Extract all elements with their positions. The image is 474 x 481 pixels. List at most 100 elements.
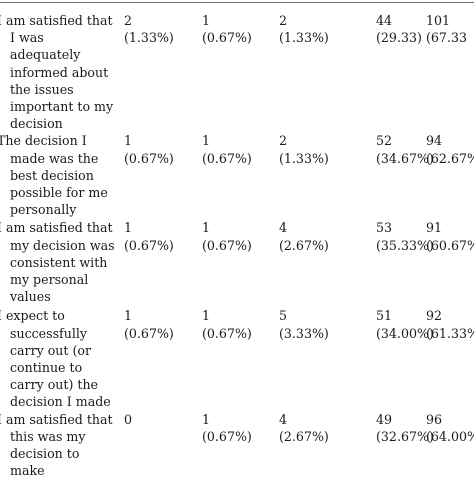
response-count: 96 [426, 411, 443, 427]
statement-line: I am satisfied that [0, 13, 113, 28]
response-cell: 51 (34.00%) [376, 307, 434, 410]
response-percent: (0.67%) [124, 237, 174, 253]
statement-line: I expect to [0, 308, 65, 324]
response-cell: 0 [124, 411, 202, 481]
response-count: 5 [279, 308, 288, 324]
response-count: 1 [124, 220, 133, 236]
response-cell: 4 (2.67%) [279, 411, 376, 481]
response-percent: (34.67%) [376, 150, 434, 166]
response-count: 4 [279, 220, 288, 236]
response-count: 4 [279, 411, 288, 427]
response-cell: 53 (35.33%) [376, 219, 434, 307]
statement-cell: I am satisfied that this was my decision t… [0, 411, 124, 481]
statement-line: my decision was [10, 237, 115, 253]
response-count: 52 [376, 133, 393, 149]
response-cell: 94(62.67%) [426, 132, 474, 219]
statement-line: this was my [10, 428, 86, 444]
table-row: I expect to successfully carry out (or cont… [0, 307, 474, 410]
response-percent: (67.33 [426, 30, 467, 46]
response-cell: 2 (1.33%) [279, 132, 376, 219]
statement-line: I am satisfied that [0, 220, 113, 236]
response-percent: (0.67%) [202, 428, 252, 444]
response-percent: (32.67%) [376, 428, 434, 444]
response-count: 1 [124, 308, 133, 324]
statement-line: consistent with [10, 254, 108, 270]
response-percent: (62.67%) [426, 150, 474, 166]
survey-table: I am satisfied that I was adequately inform… [0, 12, 474, 481]
response-percent: (2.67%) [279, 237, 329, 253]
response-cell: 1 (0.67%) [202, 307, 279, 410]
response-count: 1 [202, 133, 211, 149]
response-percent: (1.33%) [124, 30, 174, 46]
response-percent: (0.67%) [202, 150, 252, 166]
response-count: 1 [202, 308, 211, 324]
statement-line: possible for me [10, 185, 108, 201]
statement-line: the issues [10, 81, 74, 97]
response-cell: 52 (34.67%) [376, 132, 434, 219]
response-count: 1 [202, 411, 211, 427]
response-cell: 2 (1.33%) [279, 12, 376, 132]
response-cell: 92(61.33%) [426, 307, 474, 410]
table-row: I am satisfied that my decision was consis… [0, 219, 474, 307]
response-cell: 1 (0.67%) [202, 411, 279, 481]
response-percent: (64.00%) [426, 428, 474, 444]
response-count: 53 [376, 220, 393, 236]
response-count: 49 [376, 411, 393, 427]
statement-line: continue to [10, 360, 83, 376]
response-percent: (1.33%) [279, 150, 329, 166]
response-percent: (0.67%) [202, 30, 252, 46]
statement-line: personally [10, 202, 77, 218]
response-percent: (61.33%) [426, 325, 474, 341]
response-count: 2 [279, 133, 288, 149]
response-cell: 44 (29.33) [376, 12, 426, 132]
statement-line: decision to [10, 446, 80, 462]
statement-line: made was the [10, 150, 99, 166]
response-count: 2 [279, 13, 288, 28]
table-body: I am satisfied that I was adequately inform… [0, 12, 474, 481]
response-percent: (0.67%) [124, 150, 174, 166]
statement-line: successfully [10, 325, 88, 341]
response-percent: (0.67%) [124, 325, 174, 341]
response-percent: (0.67%) [202, 325, 252, 341]
response-percent: (35.33%) [376, 237, 434, 253]
statement-line: important to my [10, 99, 114, 115]
response-count: 1 [202, 13, 211, 28]
response-cell: 101 (67.33 [426, 12, 474, 132]
statement-line: best decision [10, 167, 94, 183]
statement-line: decision I made [10, 394, 111, 410]
response-count: 2 [124, 13, 133, 28]
response-cell: 4 (2.67%) [279, 219, 376, 307]
response-percent: (0.67%) [202, 237, 252, 253]
statement-line: informed about [10, 64, 109, 80]
statement-cell: I am satisfied that my decision was consis… [0, 219, 124, 307]
response-cell: 1 (0.67%) [124, 307, 202, 410]
statement-line: I am satisfied that [0, 411, 113, 427]
statement-line: make [10, 463, 45, 479]
response-cell: 91(60.67%) [426, 219, 474, 307]
response-cell: 49 (32.67%) [376, 411, 434, 481]
response-count: 101 [426, 13, 451, 28]
response-cell: 1 (0.67%) [124, 219, 202, 307]
response-count: 51 [376, 308, 393, 324]
response-count: 1 [124, 133, 133, 149]
response-cell: 1 (0.67%) [202, 132, 279, 219]
response-cell: 1 (0.67%) [202, 219, 279, 307]
statement-line: carry out (or [10, 342, 91, 358]
response-count: 91 [426, 220, 443, 236]
statement-cell: I expect to successfully carry out (or cont… [0, 307, 124, 410]
response-percent: (60.67%) [426, 237, 474, 253]
statement-line: The decision I [0, 133, 87, 149]
response-cell: 1 (0.67%) [202, 12, 279, 132]
response-count: 0 [124, 411, 133, 427]
statement-line: values [10, 289, 51, 305]
response-cell: 2 (1.33%) [124, 12, 202, 132]
response-percent: (3.33%) [279, 325, 329, 341]
table-row: I am satisfied that I was adequately inform… [0, 12, 474, 132]
response-percent: (34.00%) [376, 325, 434, 341]
response-count: 94 [426, 133, 443, 149]
table-row: I am satisfied that this was my decision t… [0, 411, 474, 481]
response-cell: 1 (0.67%) [124, 132, 202, 219]
response-percent: (1.33%) [279, 30, 329, 46]
